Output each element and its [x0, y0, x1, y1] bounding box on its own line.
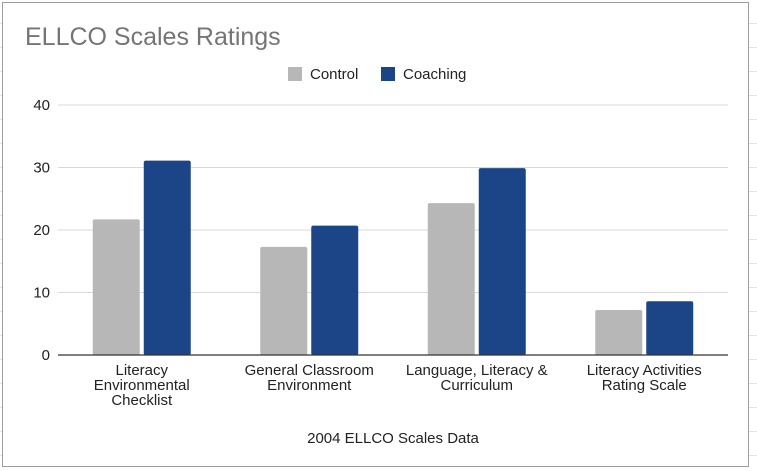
category-label: Literacy Environmental Checklist [94, 362, 190, 409]
bar-control [427, 203, 475, 355]
category-label: Language, Literacy & Curriculum [406, 362, 548, 394]
chart-title: ELLCO Scales Ratings [25, 23, 281, 51]
category-labels: Literacy Environmental Checklist General Cl… [94, 362, 702, 409]
legend-swatch-coaching [381, 67, 395, 81]
bar-coaching [143, 160, 191, 355]
bars [92, 160, 694, 355]
bar-coaching [646, 301, 694, 355]
legend: Control Coaching [288, 66, 466, 83]
x-axis-label: 2004 ELLCO Scales Data [307, 430, 479, 447]
bar-coaching [311, 225, 359, 355]
y-tick-labels: 0 10 20 30 40 [33, 97, 50, 364]
bar-coaching [478, 168, 526, 355]
y-tick-label: 20 [33, 222, 50, 239]
y-tick-label: 30 [33, 160, 50, 177]
bar-chart: 0 10 20 30 40 Literacy Environmental Checklist… [33, 66, 728, 447]
chart-card[interactable]: ELLCO Scales Ratings 0 10 20 30 40 Literacy E… [2, 2, 749, 467]
legend-label-control: Control [310, 66, 358, 83]
category-label: General Classroom Environment [245, 362, 374, 394]
legend-label-coaching: Coaching [403, 66, 466, 83]
bar-control [260, 246, 308, 355]
bar-control [92, 219, 140, 355]
bar-control [595, 310, 643, 355]
y-tick-label: 0 [42, 347, 50, 364]
y-tick-label: 40 [33, 97, 50, 114]
y-tick-label: 10 [33, 285, 50, 302]
legend-swatch-control [288, 67, 302, 81]
category-label: Literacy Activities Rating Scale [587, 362, 702, 394]
